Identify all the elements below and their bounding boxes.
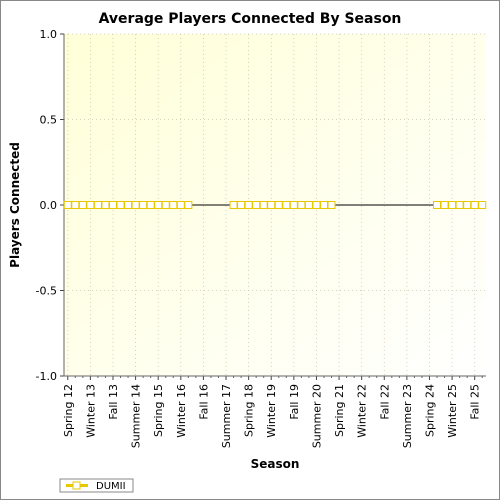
x-tick-label: Summer 20: [310, 384, 323, 448]
x-tick-label: Spring 18: [243, 384, 256, 437]
y-tick-label: 0.0: [40, 199, 58, 212]
data-point: [440, 201, 449, 209]
data-point: [78, 201, 87, 209]
x-tick-label: Summer 23: [401, 384, 414, 448]
x-tick-label: Winter 25: [446, 384, 459, 438]
data-point: [161, 201, 170, 209]
data-point: [463, 201, 472, 209]
legend: DUMII: [59, 478, 134, 493]
legend-marker-swatch: [72, 481, 81, 490]
x-tick-label: Spring 24: [423, 384, 436, 437]
data-point: [116, 201, 125, 209]
x-tick-label: Fall 22: [378, 384, 391, 420]
data-point: [470, 201, 479, 209]
y-tick-label: -1.0: [36, 370, 57, 383]
data-point: [297, 201, 306, 209]
data-point: [154, 201, 163, 209]
x-tick-label: Spring 12: [62, 384, 75, 437]
data-point: [274, 201, 283, 209]
series: [63, 201, 487, 209]
data-point: [229, 201, 238, 209]
x-axis-label: Season: [251, 457, 300, 471]
chart-title: Average Players Connected By Season: [99, 11, 402, 27]
data-point: [252, 201, 261, 209]
data-point: [433, 201, 442, 209]
data-point: [455, 201, 464, 209]
data-point: [282, 201, 291, 209]
data-point: [184, 201, 193, 209]
y-tick-label: 1.0: [40, 28, 58, 41]
x-tick-label: Summer 17: [220, 384, 233, 448]
data-point: [131, 201, 140, 209]
y-tick-label: 0.5: [40, 114, 58, 127]
legend-entry-dumii: DUMII: [96, 481, 126, 492]
x-tick-label: Spring 21: [333, 384, 346, 437]
y-tick-label: -0.5: [36, 285, 57, 298]
data-point: [63, 201, 72, 209]
data-point: [108, 201, 117, 209]
x-tick-label: Fall 19: [288, 384, 301, 420]
data-point: [101, 201, 110, 209]
x-tick-label: Fall 13: [107, 384, 120, 420]
data-point: [244, 201, 253, 209]
data-point: [139, 201, 148, 209]
data-point: [176, 201, 185, 209]
x-tick-label: Fall 25: [469, 384, 482, 420]
data-point: [124, 201, 133, 209]
x-tick-label: Winter 13: [84, 384, 97, 438]
data-point: [319, 201, 328, 209]
data-point: [259, 201, 268, 209]
x-tick-label: Fall 16: [197, 384, 210, 420]
data-point: [478, 201, 487, 209]
grid: [64, 33, 486, 377]
x-tick-label: Winter 16: [175, 384, 188, 438]
x-tick-label: Winter 19: [265, 384, 278, 438]
data-point: [327, 201, 336, 209]
data-point: [304, 201, 313, 209]
data-point: [448, 201, 457, 209]
data-point: [86, 201, 95, 209]
data-point: [71, 201, 80, 209]
data-point: [312, 201, 321, 209]
x-tick-label: Winter 22: [356, 384, 369, 438]
x-tick-label: Summer 14: [130, 384, 143, 448]
data-point: [169, 201, 178, 209]
y-axis-label: Players Connected: [8, 142, 22, 268]
data-point: [93, 201, 102, 209]
data-point: [267, 201, 276, 209]
data-point: [237, 201, 246, 209]
data-point: [289, 201, 298, 209]
data-point: [146, 201, 155, 209]
x-tick-label: Spring 15: [152, 384, 165, 437]
